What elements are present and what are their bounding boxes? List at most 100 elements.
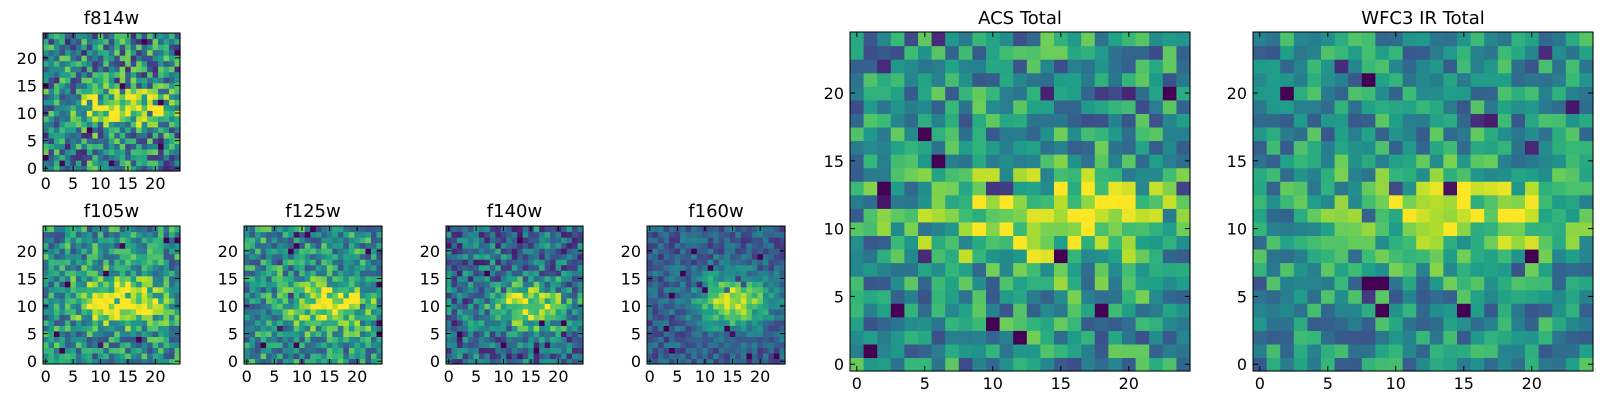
heatmap-cell xyxy=(456,242,464,249)
heatmap-cell xyxy=(751,292,758,299)
heatmap-cell xyxy=(746,308,753,315)
heatmap-cell xyxy=(1497,99,1512,114)
heatmap-cell xyxy=(1253,32,1268,47)
heatmap-cell xyxy=(561,281,568,288)
heatmap-cell xyxy=(376,347,383,354)
heatmap-cell xyxy=(1443,167,1458,182)
heatmap-cell xyxy=(1054,113,1069,128)
heatmap-cell xyxy=(1579,248,1594,264)
heatmap-cell xyxy=(1334,154,1349,169)
heatmap-cell xyxy=(249,248,256,255)
heatmap-cell xyxy=(169,93,176,100)
heatmap-cell xyxy=(48,242,55,249)
heatmap-cell xyxy=(495,297,502,304)
heatmap-cell xyxy=(533,325,540,332)
heatmap-cell xyxy=(740,286,747,293)
heatmap-cell xyxy=(249,297,256,304)
heatmap-cell xyxy=(315,347,322,354)
heatmap-cell xyxy=(1162,181,1177,196)
heatmap-cell xyxy=(92,270,99,277)
heatmap-cell xyxy=(48,126,55,133)
heatmap-cell xyxy=(566,303,573,310)
heatmap-cell xyxy=(484,242,491,249)
heatmap-cell xyxy=(293,330,300,337)
heatmap-cell xyxy=(147,110,154,117)
heatmap-cell xyxy=(528,231,535,238)
heatmap-cell xyxy=(354,237,361,244)
heatmap-cell xyxy=(446,259,453,266)
heatmap-cell xyxy=(53,88,61,95)
heatmap-cell xyxy=(337,264,344,271)
heatmap-cell xyxy=(877,72,892,87)
heatmap-cell xyxy=(75,286,82,293)
heatmap-cell xyxy=(152,264,159,271)
heatmap-cell xyxy=(48,358,55,365)
heatmap-cell xyxy=(119,259,126,266)
heatmap-cell xyxy=(70,137,77,144)
heatmap-cell xyxy=(1538,86,1553,101)
heatmap-cell xyxy=(1361,72,1376,87)
heatmap-cell xyxy=(277,352,284,360)
heatmap-cell xyxy=(152,275,159,282)
heatmap-cell xyxy=(337,347,344,354)
heatmap-cell xyxy=(260,281,267,288)
heatmap-cell xyxy=(152,121,159,128)
heatmap-cell xyxy=(539,330,546,337)
heatmap-cell xyxy=(108,104,115,111)
heatmap-cell xyxy=(768,341,775,349)
heatmap-cell xyxy=(1040,235,1055,250)
heatmap-cell xyxy=(370,336,378,343)
heatmap-cell xyxy=(561,253,568,260)
heatmap-cell xyxy=(125,66,132,73)
heatmap-cell xyxy=(972,140,987,155)
heatmap-cell xyxy=(1416,289,1431,304)
heatmap-cell xyxy=(260,308,267,315)
heatmap-cell xyxy=(1067,343,1082,359)
heatmap-cell xyxy=(1280,208,1295,223)
heatmap-cell xyxy=(1253,316,1268,331)
heatmap-cell xyxy=(326,242,333,249)
heatmap-cell xyxy=(663,319,670,326)
heatmap-cell xyxy=(707,237,714,244)
heatmap-cell xyxy=(1108,221,1123,236)
heatmap-cell xyxy=(249,231,256,238)
heatmap-cell xyxy=(658,341,665,349)
heatmap-cell xyxy=(249,336,256,343)
heatmap-cell xyxy=(506,325,513,332)
heatmap-cell xyxy=(244,270,251,277)
heatmap-cell xyxy=(506,237,513,244)
heatmap-cell xyxy=(277,237,284,244)
heatmap-cell xyxy=(511,292,518,299)
heatmap-cell xyxy=(986,248,1001,264)
heatmap-cell xyxy=(53,165,61,172)
heatmap-cell xyxy=(86,325,93,332)
heatmap-cell xyxy=(478,297,485,304)
heatmap-cell xyxy=(59,330,66,337)
heatmap-cell xyxy=(685,347,692,354)
heatmap-cell xyxy=(1348,276,1363,291)
heatmap-cell xyxy=(86,242,93,249)
heatmap-cell xyxy=(1162,86,1177,101)
heatmap-cell xyxy=(43,237,50,244)
heatmap-cell xyxy=(740,292,747,299)
heatmap-cell xyxy=(53,115,61,122)
heatmap-cell xyxy=(467,264,474,271)
heatmap-cell xyxy=(43,286,50,293)
heatmap-cell xyxy=(1538,262,1553,277)
heatmap-cell xyxy=(1307,357,1322,372)
heatmap-cell xyxy=(658,264,665,271)
heatmap-cell xyxy=(451,253,458,260)
heatmap-cell xyxy=(158,77,165,84)
heatmap-cell xyxy=(740,319,747,326)
heatmap-cell xyxy=(1321,303,1336,318)
heatmap-cell xyxy=(125,44,132,51)
heatmap-cell xyxy=(544,292,551,299)
heatmap-cell xyxy=(158,44,165,51)
heatmap-cell xyxy=(652,281,659,288)
heatmap-cell xyxy=(972,113,987,128)
heatmap-cell xyxy=(1511,154,1526,169)
heatmap-cell xyxy=(354,259,361,266)
heatmap-cell xyxy=(119,60,126,67)
heatmap-cell xyxy=(81,93,88,100)
